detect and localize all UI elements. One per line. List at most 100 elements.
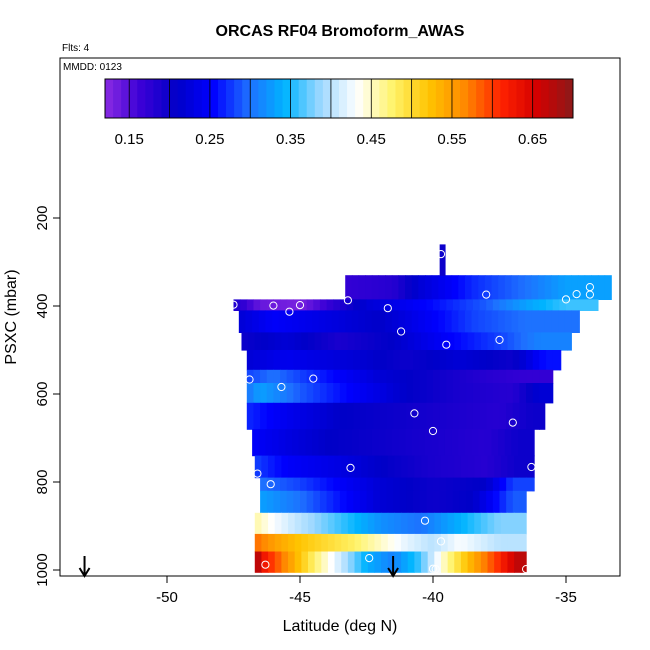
heatmap-cell [452, 299, 461, 311]
heatmap-cell [399, 477, 407, 492]
heatmap-cell [538, 310, 546, 333]
heatmap-cell [268, 551, 276, 573]
heatmap-cell [394, 512, 402, 535]
heatmap-cell [385, 310, 393, 333]
heatmap-cell [261, 455, 269, 479]
colorbar-cell [306, 79, 316, 118]
heatmap-cell [592, 299, 599, 311]
heatmap-cell [268, 332, 276, 351]
heatmap-cell [319, 383, 328, 404]
heatmap-cell [472, 299, 481, 311]
sample-point [572, 290, 581, 299]
heatmap-cell [492, 402, 501, 430]
heatmap-cell [466, 490, 474, 514]
heatmap-cell [405, 310, 413, 333]
heatmap-cell [339, 490, 348, 514]
heatmap-cell [366, 402, 374, 430]
heatmap-cell [346, 350, 354, 371]
heatmap-cell [479, 350, 487, 371]
colorbar-cell [500, 79, 509, 118]
heatmap-cell [439, 402, 447, 430]
colorbar-tick-label: 0.35 [276, 131, 305, 148]
heatmap-cell [347, 551, 356, 573]
heatmap-cell [577, 275, 586, 300]
heatmap-cell [518, 429, 526, 457]
heatmap-cell [387, 332, 396, 351]
heatmap-cell [459, 402, 467, 430]
heatmap-cell [534, 332, 542, 351]
heatmap-cell [307, 455, 316, 479]
heatmap-cell [559, 350, 562, 371]
heatmap-cell [426, 299, 434, 311]
heatmap-cell [333, 299, 341, 311]
heatmap-cell [258, 310, 267, 333]
heatmap-cell [341, 551, 349, 573]
heatmap-cell [386, 477, 394, 492]
heatmap-cell [546, 369, 554, 384]
sample-point [277, 382, 286, 392]
heatmap-cell [274, 512, 282, 535]
heatmap-cell [358, 429, 366, 457]
heatmap-cell [467, 551, 475, 573]
heatmap-cell [479, 402, 487, 430]
heatmap-cell [433, 369, 441, 384]
heatmap-cell [427, 332, 435, 351]
heatmap-cell [564, 275, 572, 300]
heatmap-cell [301, 332, 309, 351]
heatmap-cell [353, 369, 361, 384]
heatmap-cell [571, 310, 579, 333]
colorbar-cell [314, 79, 324, 118]
heatmap-cell [546, 350, 554, 371]
heatmap-cell [334, 512, 342, 535]
heatmap-cell [512, 477, 521, 492]
heatmap-cell [454, 455, 462, 479]
heatmap-cell [345, 429, 353, 457]
heatmap-cell [446, 299, 454, 311]
heatmap-cell [446, 350, 454, 371]
heatmap-cell [365, 310, 373, 333]
heatmap-cell [452, 402, 461, 430]
heatmap-cell [379, 477, 388, 492]
heatmap-cell [452, 383, 461, 404]
heatmap-cell [466, 383, 474, 404]
heatmap-cell [306, 383, 314, 404]
heatmap-cell [552, 350, 560, 371]
heatmap-cell [273, 490, 281, 514]
sample-point [442, 340, 451, 349]
heatmap-cell [286, 350, 294, 371]
heatmap-cell [374, 551, 382, 573]
colorbar-cell [540, 79, 550, 118]
heatmap-cell [379, 350, 388, 371]
heatmap-cell [572, 299, 580, 311]
heatmap-cell [471, 275, 479, 300]
heatmap-cell [421, 551, 429, 573]
heatmap-cell [524, 275, 533, 300]
heatmap-cell [419, 299, 427, 311]
heatmap-cell [293, 490, 301, 514]
heatmap-cell [319, 369, 328, 384]
heatmap-cell [500, 551, 509, 573]
heatmap-cell [341, 533, 349, 553]
heatmap-cell [321, 533, 329, 553]
sample-point [508, 418, 517, 427]
heatmap-cell [519, 477, 527, 492]
heatmap-cell [338, 310, 346, 333]
heatmap-cell [467, 455, 475, 479]
colorbar-cell [532, 79, 542, 118]
heatmap-cell [418, 310, 426, 333]
heatmap-cell [248, 332, 256, 351]
colorbar-cell [121, 79, 130, 118]
sample-point [229, 300, 238, 309]
heatmap-cell [345, 310, 353, 333]
colorbar-frame [104, 78, 574, 119]
x-axis: -50 -45 -40 -35 [156, 575, 577, 606]
heatmap-cell [301, 512, 309, 535]
heatmap-cell [466, 402, 474, 430]
heatmap-cell [272, 310, 280, 333]
heatmap-cell [391, 310, 400, 333]
heatmap-cell [326, 369, 334, 384]
heatmap-cell [419, 350, 427, 371]
heatmap-cell [246, 299, 255, 311]
heatmap-cell [371, 310, 380, 333]
heatmap-cell [431, 429, 439, 457]
